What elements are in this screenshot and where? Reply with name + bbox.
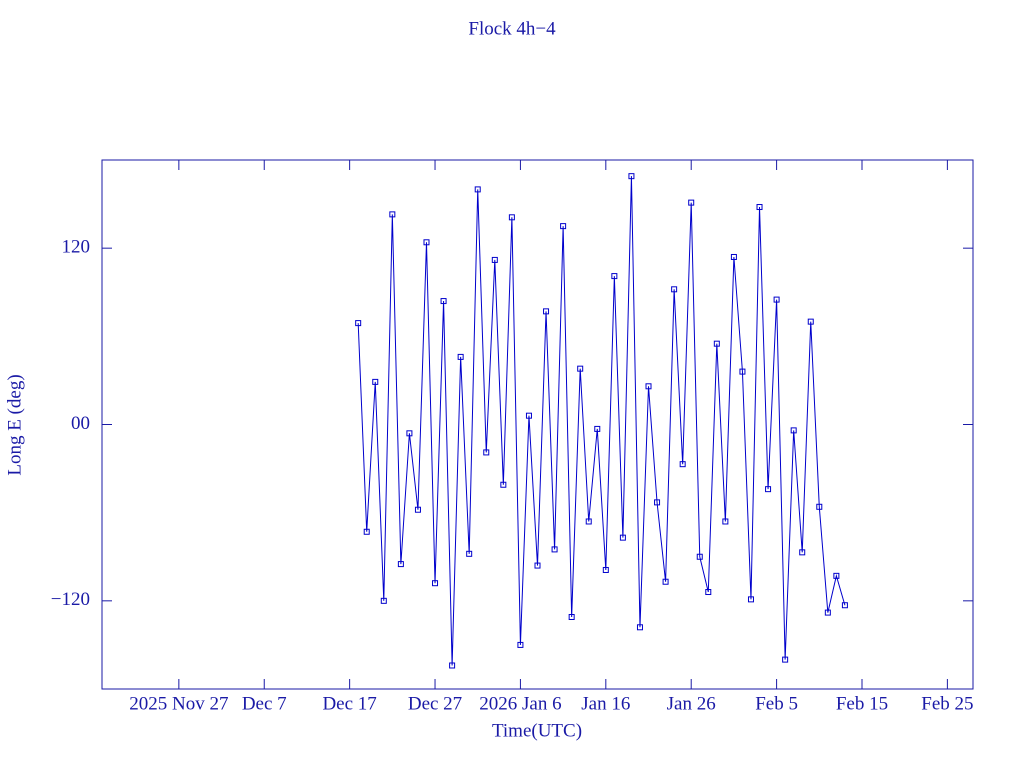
data-point	[696, 553, 703, 560]
data-point	[372, 378, 379, 385]
x-tick-label: Jan 26	[667, 693, 716, 714]
data-point	[722, 518, 729, 525]
data-point	[355, 320, 362, 327]
x-tick-label: 2025 Nov 27	[129, 693, 228, 714]
data-point	[662, 578, 669, 585]
data-point	[747, 596, 754, 603]
plot-frame	[101, 159, 974, 690]
data-point	[773, 296, 780, 303]
data-point	[432, 580, 439, 587]
data-point	[483, 449, 490, 456]
chart-title: Flock 4h−4	[468, 18, 556, 39]
data-point	[799, 549, 806, 556]
data-point	[449, 662, 456, 669]
y-tick-label: −120	[51, 589, 90, 610]
data-point	[406, 430, 413, 437]
data-point	[363, 528, 370, 535]
data-point	[654, 499, 661, 506]
data-point	[816, 503, 823, 510]
y-axis-label: Long E (deg)	[4, 374, 25, 475]
data-point	[602, 566, 609, 573]
x-tick-label: Feb 15	[836, 693, 888, 714]
data-point	[423, 239, 430, 246]
data-point	[611, 273, 618, 280]
series-line	[357, 176, 846, 666]
data-point	[414, 506, 421, 513]
data-point	[679, 461, 686, 468]
x-tick-label: Dec 17	[322, 693, 376, 714]
data-point	[756, 204, 763, 211]
y-tick-label: 00	[71, 413, 90, 434]
data-point	[688, 199, 695, 206]
data-point	[440, 298, 447, 305]
data-point	[466, 550, 473, 557]
data-point	[517, 641, 524, 648]
x-tick-label: Feb 5	[755, 693, 798, 714]
data-point	[500, 481, 507, 488]
data-point	[645, 383, 652, 390]
data-point	[543, 308, 550, 315]
data-point	[397, 561, 404, 568]
data-point	[534, 562, 541, 569]
data-point	[594, 425, 601, 432]
data-point	[560, 223, 567, 230]
data-point	[671, 286, 678, 293]
data-point	[585, 518, 592, 525]
data-point	[525, 412, 532, 419]
x-axis-label: Time(UTC)	[492, 720, 582, 741]
data-point	[636, 624, 643, 631]
data-point	[713, 340, 720, 347]
data-point	[841, 602, 848, 609]
data-point	[389, 211, 396, 218]
data-point	[508, 214, 515, 221]
data-point	[833, 572, 840, 579]
data-point	[824, 609, 831, 616]
x-tick-label: Dec 7	[242, 693, 287, 714]
data-point	[619, 534, 626, 541]
data-point	[491, 256, 498, 263]
data-point	[739, 368, 746, 375]
data-point	[765, 486, 772, 493]
data-point	[628, 173, 635, 180]
data-point	[568, 613, 575, 620]
data-point	[551, 546, 558, 553]
x-tick-label: 2026 Jan 6	[479, 693, 561, 714]
x-tick-label: Dec 27	[408, 693, 462, 714]
data-point	[474, 186, 481, 193]
data-point	[790, 427, 797, 434]
y-tick-label: 120	[62, 237, 91, 258]
data-point	[807, 318, 814, 325]
data-point	[782, 656, 789, 663]
x-tick-label: Feb 25	[921, 693, 973, 714]
x-tick-label: Jan 16	[581, 693, 630, 714]
data-point	[457, 353, 464, 360]
data-point	[380, 597, 387, 604]
data-point	[730, 253, 737, 260]
data-point	[577, 365, 584, 372]
data-point	[705, 589, 712, 596]
